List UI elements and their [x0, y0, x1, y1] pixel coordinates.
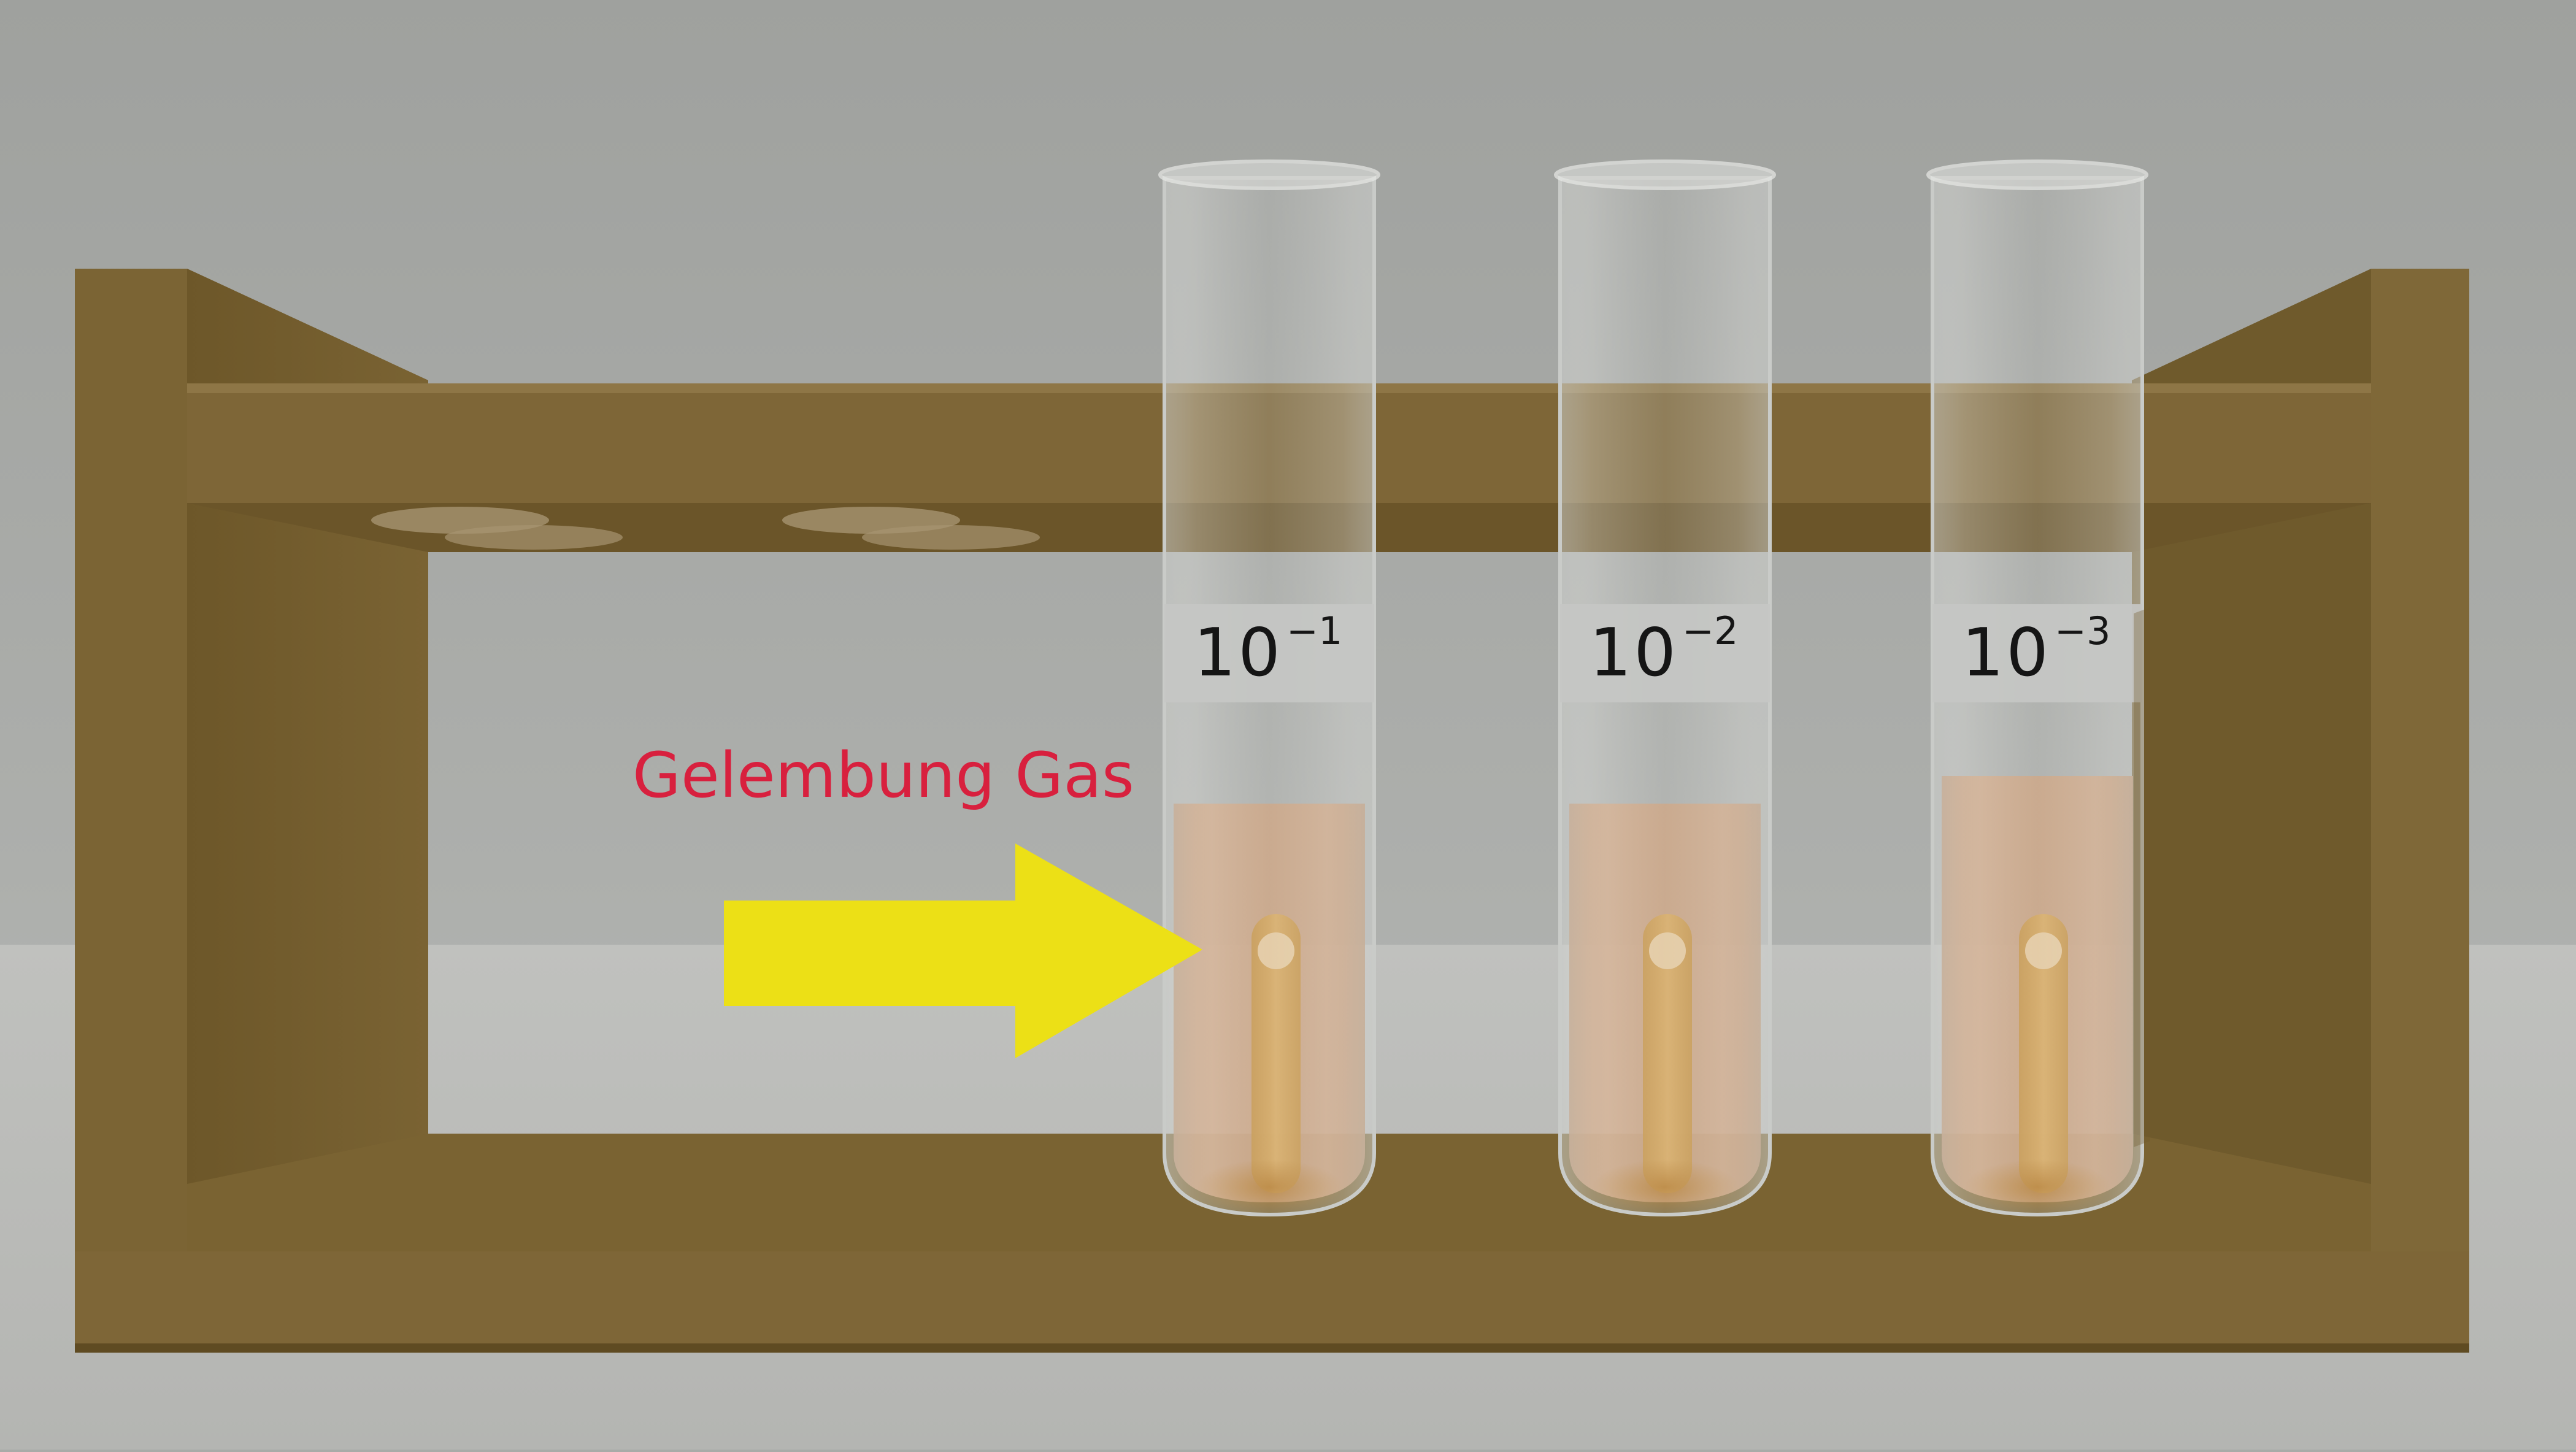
tube-label-3: 10 −3	[1932, 607, 2140, 699]
rack-base-edge	[75, 1343, 2469, 1353]
arrow-icon	[724, 843, 1202, 1058]
rack-base-front	[75, 1251, 2469, 1353]
rack-right-side-face	[2371, 269, 2469, 1353]
tube-label-1-exponent: −1	[1286, 609, 1343, 653]
tube-label-3-exponent: −3	[2055, 609, 2111, 653]
label-strip-3	[1932, 604, 2142, 702]
test-tube-2	[1554, 159, 1776, 1217]
tube-label-1-base: 10	[1193, 615, 1283, 691]
tube-label-2-exponent: −2	[1682, 609, 1739, 653]
test-tube-1	[1158, 159, 1380, 1217]
shelf-hole-2	[445, 525, 623, 550]
callout-label: Gelembung Gas	[632, 739, 1135, 812]
label-strip-2	[1560, 604, 1770, 702]
label-strip-1	[1164, 604, 1374, 702]
shelf-hole-4	[862, 525, 1040, 550]
tube-label-2: 10 −2	[1559, 607, 1768, 699]
tube-label-1: 10 −1	[1164, 607, 1372, 699]
test-tube-3	[1926, 159, 2148, 1217]
tube-label-3-base: 10	[1961, 615, 2051, 691]
tube-label-2-base: 10	[1589, 615, 1679, 691]
